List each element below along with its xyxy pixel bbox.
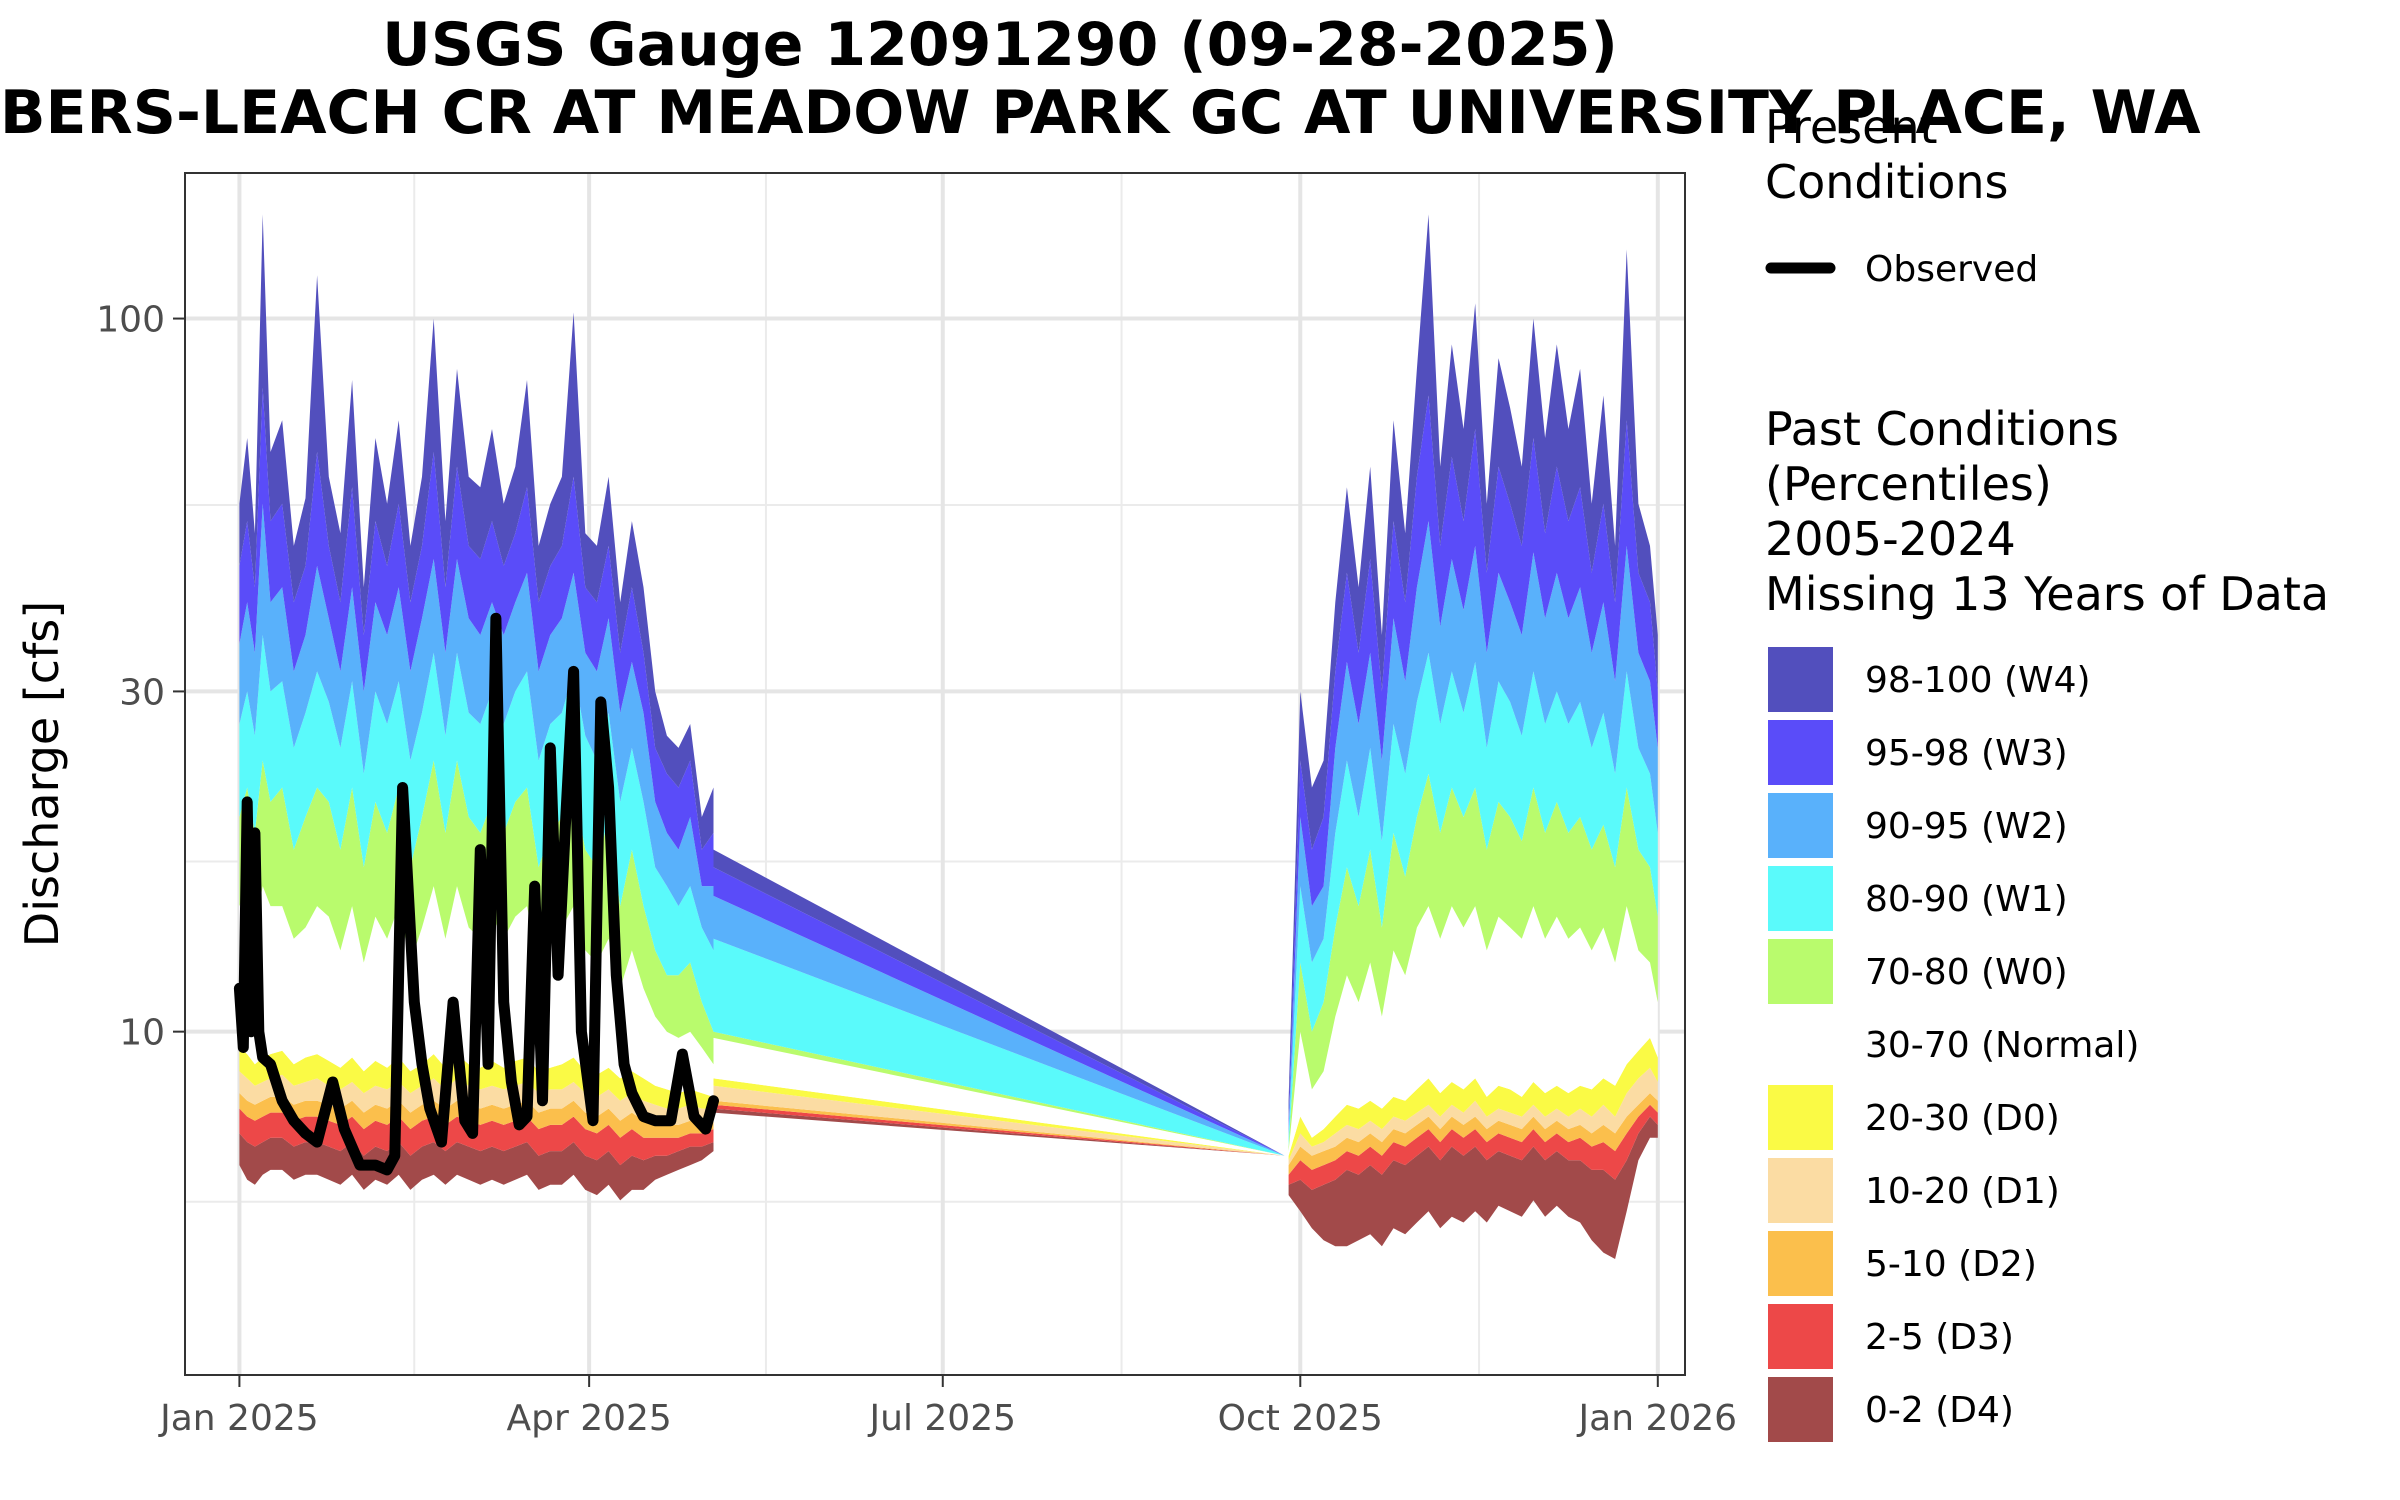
legend-present-title-line-2: Conditions: [1765, 155, 2008, 209]
band-w1-segment-3: [1288, 652, 1658, 1147]
legend-label-w4: 98-100 (W4): [1865, 660, 2091, 701]
chart-title-line-2: CHAMBERS-LEACH CR AT MEADOW PARK GC AT U…: [0, 78, 2201, 148]
band-normal-segment-3: [1288, 906, 1658, 1156]
legend-past-title-line-1: Past Conditions: [1765, 402, 2119, 456]
x-tick-label: Jul 2025: [868, 1398, 1017, 1439]
legend-label-d4: 0-2 (D4): [1865, 1390, 2014, 1431]
band-d1-segment-3: [1288, 1067, 1658, 1166]
legend-label-d3: 2-5 (D3): [1865, 1317, 2014, 1358]
observed-line: [233, 612, 719, 1176]
legend-past-title-line-2: (Percentiles): [1765, 457, 2052, 511]
legend-swatch-w3: [1766, 718, 1835, 787]
legend-past: Past Conditions(Percentiles)2005-2024Mis…: [1765, 402, 2329, 1444]
legend-swatch-w2: [1766, 791, 1835, 860]
band-d4-segment-3: [1288, 1116, 1658, 1259]
legend-swatch-w4: [1766, 645, 1835, 714]
band-d3-segment-3: [1288, 1104, 1658, 1190]
legend-label-normal: 30-70 (Normal): [1865, 1025, 2139, 1066]
legend-label-w2: 90-95 (W2): [1865, 806, 2068, 847]
legend-label-d1: 10-20 (D1): [1865, 1171, 2060, 1212]
legend-present: Present Conditions Observed: [1765, 100, 2038, 290]
y-axis: 10 30 100: [96, 300, 185, 1054]
x-tick-label: Apr 2025: [506, 1398, 671, 1439]
legend-label-d0: 20-30 (D0): [1865, 1098, 2060, 1139]
legend-label-d2: 5-10 (D2): [1865, 1244, 2037, 1285]
band-w3-segment-2: [713, 867, 1285, 1156]
band-w2-segment-2: [713, 895, 1285, 1156]
x-tick-label: Jan 2025: [158, 1398, 319, 1439]
x-tick-label: Oct 2025: [1218, 1398, 1383, 1439]
y-axis-title: Discharge [cfs]: [15, 601, 69, 947]
legend-past-title-line-4: Missing 13 Years of Data: [1765, 567, 2329, 621]
band-w2-segment-3: [1288, 521, 1658, 1138]
legend-label-w3: 95-98 (W3): [1865, 733, 2068, 774]
band-w2-segment-1: [239, 503, 714, 951]
legend-past-title-line-3: 2005-2024: [1765, 512, 2016, 566]
band-d4-segment-2: [713, 1108, 1285, 1156]
plot-border: [184, 172, 1686, 1376]
chart-title-line-1: USGS Gauge 12091290 (09-28-2025): [382, 10, 1618, 80]
x-axis: Jan 2025 Apr 2025 Jul 2025 Oct 2025 Jan 2026: [158, 1375, 1737, 1439]
legend-swatch-d1: [1766, 1156, 1835, 1225]
band-w3-segment-1: [239, 387, 714, 887]
band-w4-segment-2: [713, 849, 1285, 1156]
legend-observed-label: Observed: [1865, 249, 2038, 290]
y-tick-label: 30: [119, 672, 165, 713]
band-w0-segment-3: [1288, 773, 1658, 1152]
plot-area: [184, 172, 1686, 1376]
band-d0-segment-3: [1288, 1037, 1658, 1161]
legend-swatch-d4: [1766, 1375, 1835, 1444]
y-tick-label: 100: [96, 300, 165, 341]
legend-swatch-d0: [1766, 1083, 1835, 1152]
legend-swatch-normal: [1766, 1010, 1835, 1079]
x-tick-label: Jan 2026: [1577, 1398, 1738, 1439]
legend-label-w0: 70-80 (W0): [1865, 952, 2068, 993]
observed-series: [233, 612, 719, 1176]
legend-present-title-line-1: Present: [1765, 100, 1938, 154]
y-tick-label: 10: [119, 1013, 165, 1054]
legend-swatch-d3: [1766, 1302, 1835, 1371]
band-w1-segment-2: [713, 938, 1285, 1156]
band-w4-segment-1: [239, 214, 714, 850]
band-normal-segment-2: [713, 1037, 1285, 1156]
band-w3-segment-3: [1288, 395, 1658, 1130]
legend-label-w1: 80-90 (W1): [1865, 879, 2068, 920]
band-d0-segment-2: [713, 1078, 1285, 1156]
legend-swatch-w1: [1766, 864, 1835, 933]
band-w4-segment-3: [1288, 214, 1658, 1121]
band-d2-segment-3: [1288, 1093, 1658, 1175]
legend-swatch-d2: [1766, 1229, 1835, 1298]
band-w1-segment-1: [239, 635, 714, 1032]
legend-swatch-w0: [1766, 937, 1835, 1006]
